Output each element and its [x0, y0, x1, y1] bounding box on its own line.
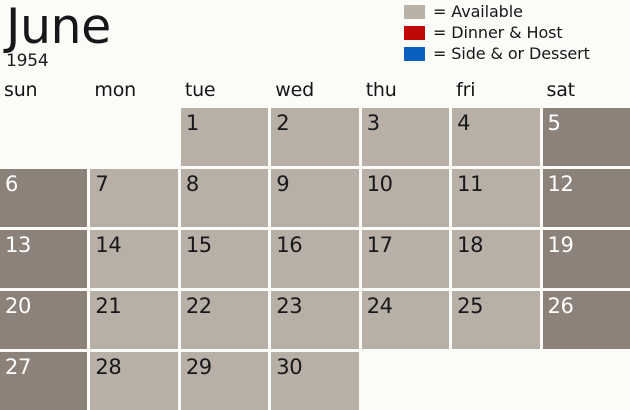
- day-cell[interactable]: 20: [0, 291, 88, 349]
- day-cell[interactable]: 30: [271, 352, 359, 410]
- legend-item: = Side & or Dessert: [404, 44, 620, 64]
- day-number: 13: [5, 233, 31, 257]
- calendar-week-row: 20 21 22 23 24 25 26: [0, 291, 630, 349]
- day-cell[interactable]: 1: [180, 108, 269, 166]
- day-cell[interactable]: 5: [542, 108, 630, 166]
- day-number: 8: [185, 172, 199, 196]
- day-number: 14: [95, 233, 122, 257]
- day-cell[interactable]: 11: [452, 169, 540, 227]
- day-number: 29: [185, 355, 212, 379]
- day-number: 23: [276, 294, 303, 318]
- day-cell[interactable]: 12: [542, 169, 630, 227]
- side-dessert-swatch: [404, 47, 425, 61]
- day-cell[interactable]: 18: [452, 230, 540, 288]
- day-number: 19: [547, 233, 574, 257]
- day-number: 15: [185, 233, 212, 257]
- legend: = Available = Dinner & Host = Side & or De…: [404, 2, 620, 65]
- day-number: 24: [366, 294, 393, 318]
- day-cell[interactable]: 29: [180, 352, 269, 410]
- calendar-title-block: June 1954: [6, 0, 111, 70]
- day-cell[interactable]: 27: [0, 352, 88, 410]
- day-number: 1: [185, 111, 199, 135]
- day-number: 4: [457, 111, 471, 135]
- day-cell-empty: [543, 352, 630, 410]
- legend-item-label: = Dinner & Host: [433, 23, 563, 42]
- day-number: 18: [457, 233, 484, 257]
- available-swatch: [404, 5, 425, 19]
- day-cell[interactable]: 23: [271, 291, 359, 349]
- year-label: 1954: [6, 51, 49, 71]
- day-cell[interactable]: 13: [0, 230, 88, 288]
- day-number: 12: [547, 172, 574, 196]
- day-cell-empty: [362, 352, 449, 410]
- weekday-header-tue: tue: [184, 79, 216, 101]
- day-cell[interactable]: 2: [271, 108, 359, 166]
- day-cell-empty: [452, 352, 539, 410]
- day-number: 16: [276, 233, 303, 257]
- day-cell[interactable]: 7: [90, 169, 178, 227]
- day-cell[interactable]: 21: [90, 291, 178, 349]
- day-cell[interactable]: 24: [361, 291, 450, 349]
- day-cell[interactable]: 4: [452, 108, 540, 166]
- day-number: 27: [5, 355, 31, 379]
- calendar-grid: 1 2 3 4 5 6 7 8 9 10 11 12 13 14 15 16 17 18 19 20 21 22 23 24 2…: [0, 108, 630, 410]
- day-number: 22: [185, 294, 212, 318]
- weekday-header-row: sun mon tue wed thu fri sat: [0, 78, 630, 102]
- day-number: 26: [547, 294, 574, 318]
- weekday-header-mon: mon: [94, 79, 136, 101]
- day-cell[interactable]: 17: [361, 230, 450, 288]
- day-number: 6: [5, 172, 18, 196]
- day-number: 28: [95, 355, 122, 379]
- day-cell[interactable]: 6: [0, 169, 88, 227]
- day-number: 9: [276, 172, 290, 196]
- day-cell[interactable]: 9: [271, 169, 359, 227]
- calendar-week-row: 6 7 8 9 10 11 12: [0, 169, 630, 227]
- day-cell[interactable]: 25: [452, 291, 540, 349]
- day-number: 17: [366, 233, 393, 257]
- day-number: 5: [547, 111, 561, 135]
- day-cell-empty: [0, 108, 87, 166]
- day-number: 11: [457, 172, 484, 196]
- calendar-week-row: 13 14 15 16 17 18 19: [0, 230, 630, 288]
- day-cell[interactable]: 3: [361, 108, 450, 166]
- dinner-host-swatch: [404, 26, 425, 40]
- weekday-header-wed: wed: [275, 79, 314, 101]
- day-cell[interactable]: 8: [180, 169, 269, 227]
- day-number: 30: [276, 355, 303, 379]
- weekday-header-thu: thu: [365, 79, 397, 101]
- day-cell[interactable]: 22: [180, 291, 269, 349]
- day-cell[interactable]: 26: [542, 291, 630, 349]
- calendar-week-row: 1 2 3 4 5: [0, 108, 630, 166]
- weekday-header-fri: fri: [456, 79, 476, 101]
- legend-item: = Dinner & Host: [404, 23, 620, 43]
- legend-item-label: = Side & or Dessert: [433, 44, 590, 63]
- day-number: 20: [5, 294, 31, 318]
- day-number: 21: [95, 294, 122, 318]
- weekday-header-sun: sun: [4, 79, 38, 101]
- day-cell[interactable]: 19: [542, 230, 630, 288]
- day-number: 10: [366, 172, 393, 196]
- day-cell[interactable]: 15: [180, 230, 269, 288]
- calendar-week-row: 27 28 29 30: [0, 352, 630, 410]
- day-number: 2: [276, 111, 290, 135]
- day-cell[interactable]: 10: [361, 169, 450, 227]
- page-title: June: [6, 0, 111, 55]
- weekday-header-sat: sat: [546, 79, 576, 101]
- day-cell[interactable]: 16: [271, 230, 359, 288]
- day-cell-empty: [90, 108, 177, 166]
- day-cell[interactable]: 28: [90, 352, 178, 410]
- legend-item-label: = Available: [433, 2, 523, 21]
- day-cell[interactable]: 14: [90, 230, 178, 288]
- legend-item: = Available: [404, 2, 620, 22]
- day-number: 7: [95, 172, 109, 196]
- day-number: 25: [457, 294, 484, 318]
- day-number: 3: [366, 111, 380, 135]
